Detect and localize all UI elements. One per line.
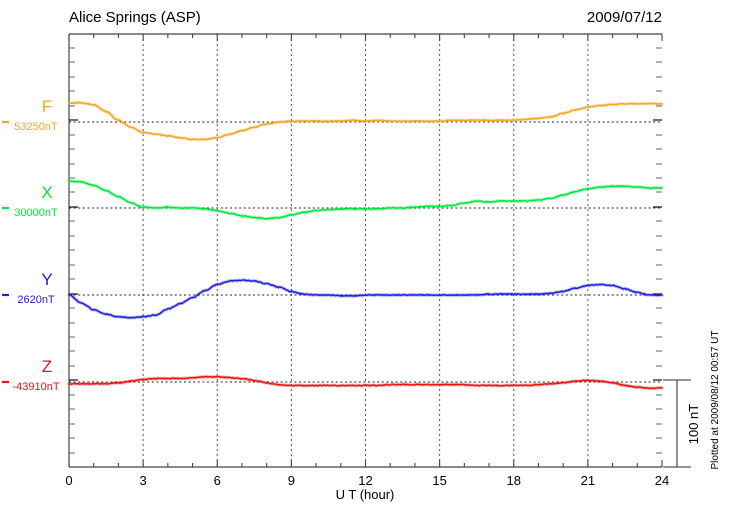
component-labels: F 53250nT X 30000nT Y 2620nT Z -43910nT	[2, 97, 60, 393]
trace-f	[68, 101, 663, 141]
trace-group	[67, 100, 664, 391]
x-tick-label: 15	[432, 473, 446, 488]
scale-bar	[663, 379, 691, 468]
component-label-f: F	[42, 97, 52, 116]
component-label-x: X	[41, 183, 52, 202]
component-label-z: Z	[42, 357, 52, 376]
plotted-timestamp: Plotted at 2009/08/12 00:57 UT	[710, 331, 721, 470]
component-baseline-z: -43910nT	[12, 381, 59, 393]
trace-y	[68, 279, 663, 319]
scale-bar-label: 100 nT	[686, 404, 701, 445]
x-axis: 0 3 6 9 12 15 18 21 24	[65, 34, 669, 488]
x-tick-label: 21	[581, 473, 595, 488]
x-tick-label: 9	[288, 473, 295, 488]
observation-date: 2009/07/12	[587, 9, 662, 26]
trace-z	[68, 375, 663, 390]
component-baseline-x: 30000nT	[14, 207, 58, 219]
component-label-y: Y	[41, 270, 52, 289]
x-tick-label: 6	[214, 473, 221, 488]
x-tick-label: 18	[507, 473, 521, 488]
component-baseline-y: 2620nT	[17, 294, 55, 306]
x-tick-label: 0	[65, 473, 72, 488]
x-tick-label: 24	[655, 473, 669, 488]
trace-x	[68, 180, 663, 220]
x-axis-label: U T (hour)	[336, 487, 395, 502]
x-tick-label: 3	[140, 473, 147, 488]
y-axis-ticks	[69, 47, 662, 454]
component-baseline-f: 53250nT	[14, 121, 58, 133]
x-tick-label: 12	[358, 473, 372, 488]
page-title: Alice Springs (ASP)	[69, 9, 201, 26]
